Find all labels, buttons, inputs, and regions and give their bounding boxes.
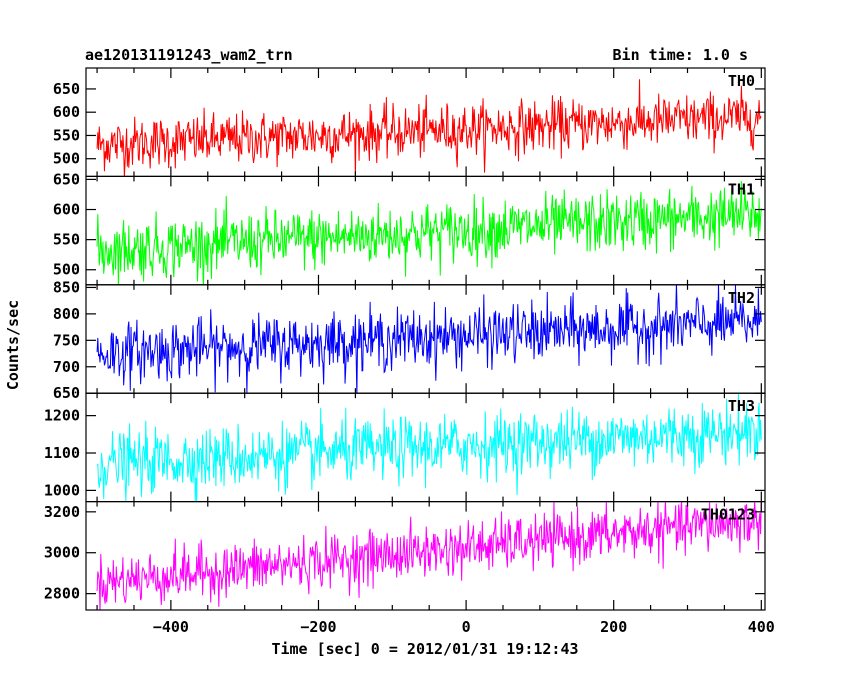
panels-group: 500 550 600 650 TH0 500 550 600 650 TH1 650 700 750 8…	[44, 67, 775, 636]
panel-frame	[85, 501, 766, 611]
panel-th1: 500 550 600 650 TH1	[53, 170, 766, 286]
panel-th0: 500 550 600 650 TH0	[53, 67, 766, 178]
y-tick-label: 550	[53, 126, 80, 144]
chart-title: ae120131191243_wam2_trn	[85, 46, 293, 64]
y-tick-label: 1200	[44, 407, 80, 425]
x-tick-label: −400	[153, 618, 189, 636]
y-tick-label: 500	[53, 150, 80, 168]
y-tick-label: 1100	[44, 444, 80, 462]
series-line-th2	[96, 284, 762, 394]
y-tick-label: 600	[53, 201, 80, 219]
series-line-th0123	[96, 501, 762, 611]
panel-th0123: 2800 3000 3200 TH0123	[44, 501, 766, 611]
panel-label-th2: TH2	[728, 289, 755, 307]
y-tick-label: 650	[53, 80, 80, 98]
panel-label-th0123: TH0123	[701, 506, 755, 524]
y-tick-label: 3200	[44, 503, 80, 521]
y-tick-label: 550	[53, 231, 80, 249]
x-tick-label: 400	[748, 618, 775, 636]
panel-label-th1: TH1	[728, 180, 755, 198]
panel-th3: 1000 1100 1200 TH3	[44, 392, 766, 503]
y-tick-label: 750	[53, 331, 80, 349]
y-tick-label: 700	[53, 358, 80, 376]
y-tick-label: 850	[53, 278, 80, 296]
y-axis-label: Counts/sec	[4, 300, 22, 390]
panel-label-th0: TH0	[728, 72, 755, 90]
x-tick-label: 0	[462, 618, 471, 636]
y-tick-label: 1000	[44, 481, 80, 499]
series-line-th0	[96, 79, 762, 177]
y-tick-label: 500	[53, 261, 80, 279]
panel-label-th3: TH3	[728, 397, 755, 415]
bin-time-label: Bin time: 1.0 s	[613, 46, 748, 64]
x-axis-label: Time [sec] 0 = 2012/01/31 19:12:43	[271, 640, 578, 658]
y-tick-label: 2800	[44, 585, 80, 603]
y-tick-label: 650	[53, 170, 80, 188]
y-tick-label: 3000	[44, 544, 80, 562]
series-line-th3	[96, 393, 762, 502]
y-tick-label: 600	[53, 103, 80, 121]
series-line-th1	[96, 181, 762, 285]
x-tick-label: −200	[300, 618, 336, 636]
panel-th2: 650 700 750 800 850 TH2	[53, 278, 766, 402]
y-tick-label: 650	[53, 384, 80, 402]
x-tick-label: 200	[600, 618, 627, 636]
y-tick-label: 800	[53, 305, 80, 323]
